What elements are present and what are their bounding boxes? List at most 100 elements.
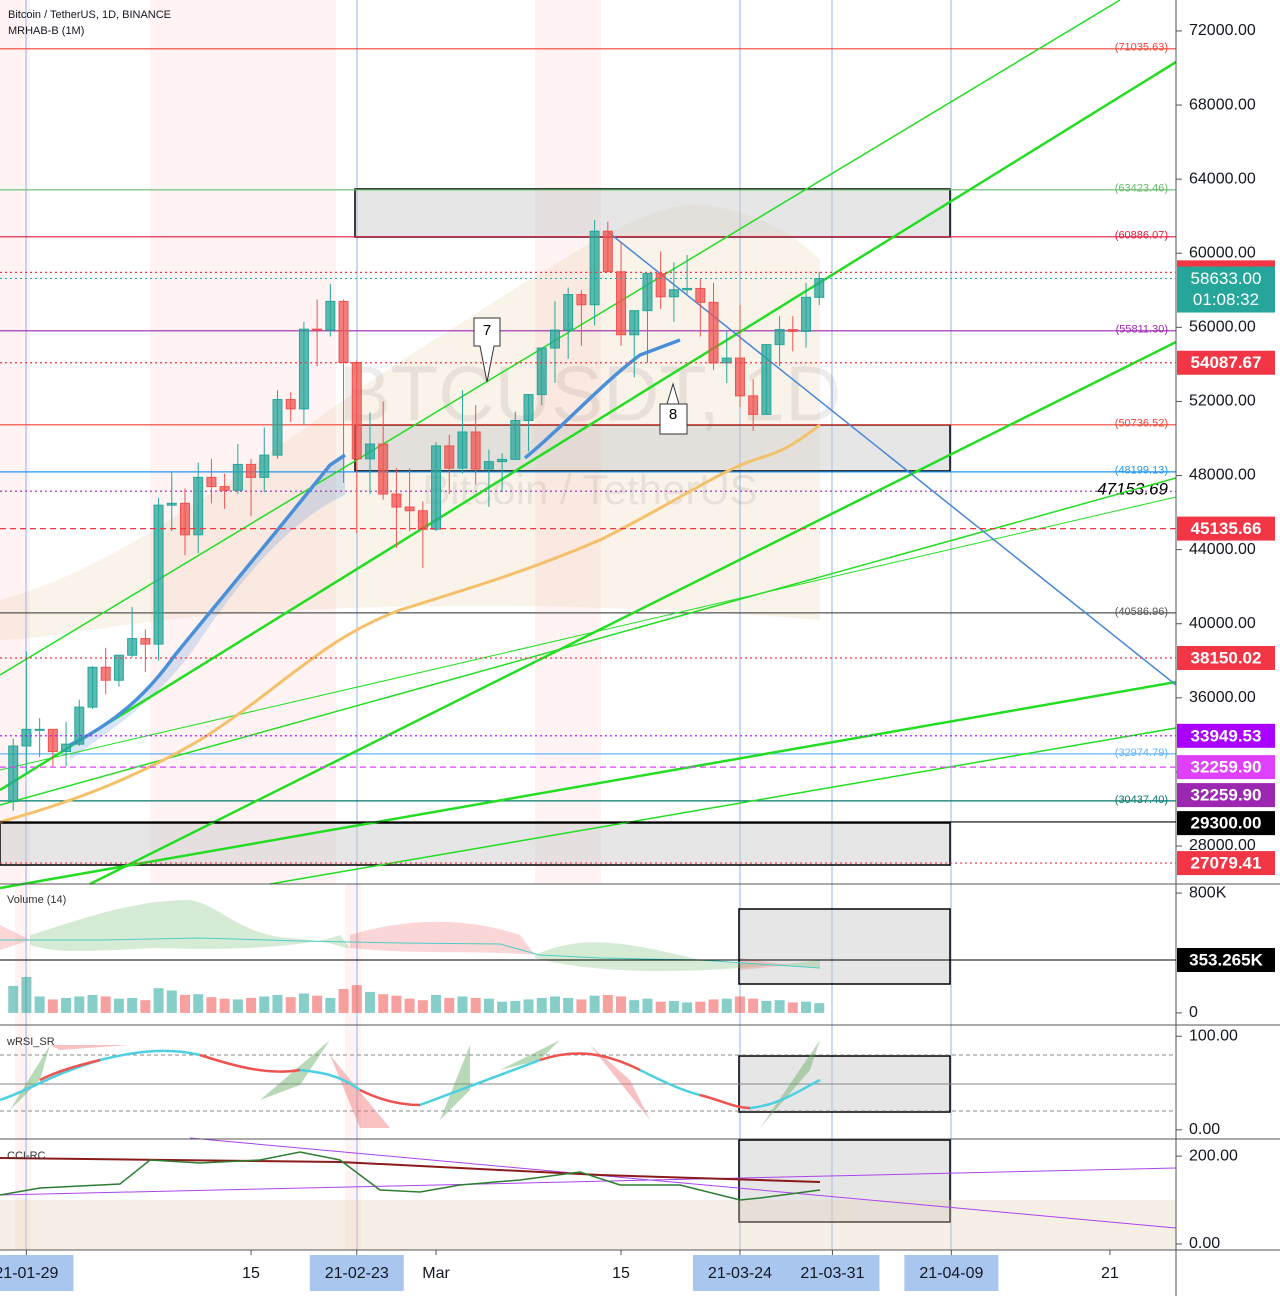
rsi-line [39, 1052, 751, 1110]
price-badge [1177, 851, 1275, 876]
vertical-guides [25, 0, 952, 1250]
price-badge [1177, 516, 1275, 541]
volume-bar [378, 994, 389, 1013]
volume-bar [708, 999, 719, 1013]
level-label: (48199.13) [1115, 465, 1168, 477]
volume-bar [642, 998, 653, 1013]
candles [8, 219, 825, 811]
cci-trend [0, 1167, 1177, 1196]
level-label: (32974.79) [1115, 747, 1168, 759]
volume-bar [497, 1001, 508, 1013]
candle-body [510, 420, 521, 460]
volume-bar [312, 995, 323, 1013]
candle-body [127, 638, 138, 656]
candle-body [457, 431, 468, 469]
rsi-bands [0, 1054, 1176, 1112]
candle-body [682, 287, 693, 291]
price-badge-label: 45135.66 [1191, 519, 1262, 538]
y-tick-label: 48000.00 [1189, 467, 1256, 484]
volume-bar [668, 1000, 679, 1013]
candle-body [668, 289, 679, 298]
trend-lines [0, 0, 1177, 890]
volume-bar [364, 991, 375, 1013]
volume-bar [404, 998, 415, 1013]
volume-bar [113, 998, 124, 1013]
cci-signal [0, 1157, 821, 1183]
x-tick-label: 21-01-29 [0, 1265, 59, 1282]
candle-body [34, 728, 45, 731]
volume-bar [338, 988, 349, 1013]
volume-bar [695, 1001, 706, 1013]
price-badge-label: 38150.02 [1191, 648, 1262, 667]
x-tick-label: 15 [612, 1265, 630, 1282]
session-shading [0, 0, 601, 1250]
cci-line [0, 1151, 821, 1201]
level-label: (60886.07) [1115, 230, 1168, 242]
volume-bar [193, 994, 204, 1013]
y-tick-label: 60000.00 [1189, 244, 1256, 261]
y-tick-label: 0.00 [1189, 1121, 1220, 1138]
volume-bar [629, 1000, 640, 1013]
candle-body [272, 399, 283, 456]
x-tick-label: 21-02-23 [325, 1265, 389, 1282]
candle-body [298, 328, 309, 410]
y-tick-label: 40000.00 [1189, 615, 1256, 632]
volume-bar [774, 1000, 785, 1013]
volume-bar [457, 996, 468, 1013]
volume-bar [589, 995, 600, 1013]
x-tick-label: 21-03-24 [708, 1265, 772, 1282]
cci-trend [189, 1137, 1177, 1229]
price-badge [1177, 783, 1275, 808]
volume-bar [801, 1001, 812, 1013]
candle-body [206, 476, 217, 488]
price-badge [1177, 811, 1275, 836]
volume-bar [246, 997, 257, 1013]
candle-body [74, 706, 85, 745]
candle-body [219, 486, 230, 491]
price-badge-label: 32259.90 [1191, 758, 1262, 777]
candle-body [61, 743, 72, 753]
volume-bar [602, 994, 613, 1013]
level-label: (71035.63) [1115, 42, 1168, 54]
candle-body [285, 399, 296, 410]
candle-body [787, 329, 798, 332]
volume-ma [0, 937, 821, 969]
volume-bar [259, 996, 270, 1013]
candle-body [642, 273, 653, 312]
volume-badge [1177, 947, 1275, 972]
volume-bar [34, 996, 45, 1013]
candle-body [748, 395, 759, 415]
volume-bar [87, 994, 98, 1013]
candle-body [536, 347, 547, 396]
watermark-symbol: BTCUSDT, 1D [339, 350, 842, 438]
volume-bar [166, 990, 177, 1013]
candle-body [364, 443, 375, 460]
candle-body [232, 463, 243, 491]
candle-body [113, 654, 124, 681]
candle-body [246, 463, 257, 478]
volume-bar [100, 996, 111, 1013]
volume-bar [431, 994, 442, 1013]
candle-body [417, 510, 428, 530]
x-tick-label: Mar [422, 1265, 450, 1282]
volume-bar [61, 997, 72, 1013]
price-badge [1177, 645, 1275, 670]
price-badge-label: 27079.41 [1191, 854, 1262, 873]
candle-body [761, 344, 772, 415]
y-tick-label: 44000.00 [1189, 541, 1256, 558]
candle-body [87, 666, 98, 708]
volume-cloud [30, 900, 820, 972]
cci-band [0, 1200, 1176, 1250]
volume-bar [219, 998, 230, 1013]
x-tick-label: 15 [242, 1265, 260, 1282]
candle-body [100, 666, 111, 681]
volume-bar [47, 999, 58, 1013]
x-tick-highlight [692, 1255, 787, 1291]
pane-title: Volume (14) [7, 894, 66, 906]
candle-body [179, 502, 190, 536]
candle-body [338, 300, 349, 364]
rsi-cloud [50, 1045, 650, 1128]
volume-bar [127, 997, 138, 1013]
